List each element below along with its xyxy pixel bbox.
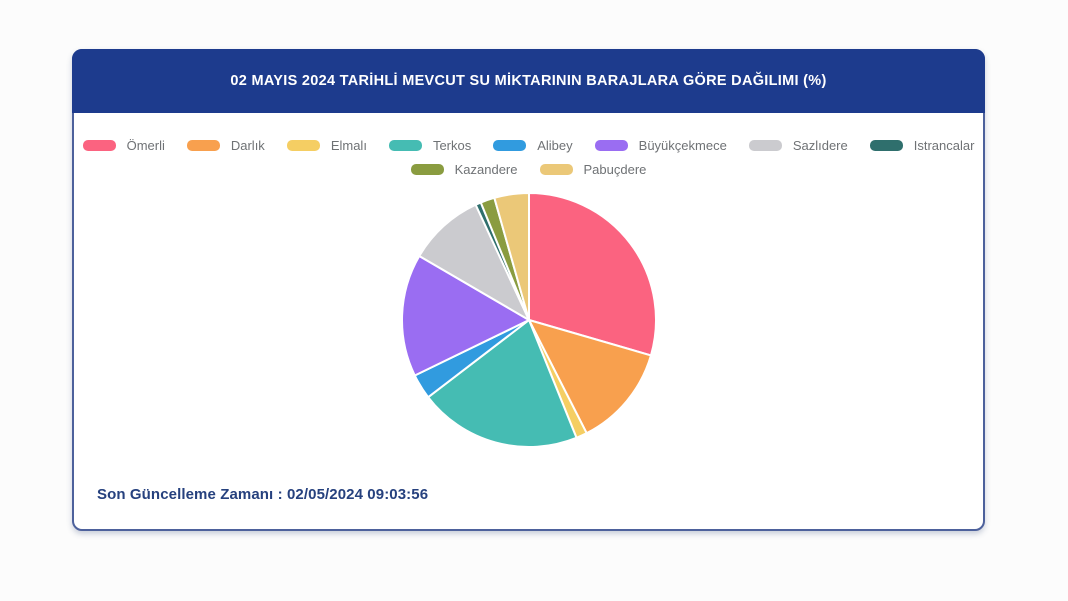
legend-label-alibey: Alibey bbox=[537, 138, 573, 153]
legend-item-terkos[interactable]: Terkos bbox=[388, 138, 472, 153]
legend-item-pabucdere[interactable]: Pabuçdere bbox=[539, 162, 647, 177]
last-update-label: Son Güncelleme Zamanı : bbox=[97, 486, 283, 503]
pie-slice-sazlidere[interactable] bbox=[417, 203, 530, 321]
legend-row-2: Kazandere Pabuçdere bbox=[400, 162, 658, 177]
legend-item-darlik[interactable]: Darlık bbox=[186, 138, 265, 153]
legend-swatch-buyukcekmece bbox=[594, 140, 628, 151]
legend-label-elmali: Elmalı bbox=[330, 138, 367, 153]
legend-item-elmali[interactable]: Elmalı bbox=[286, 138, 367, 153]
legend-swatch-kazandere bbox=[410, 164, 444, 175]
chart-title: 02 MAYIS 2024 TARİHLİ MEVCUT SU MİKTARIN… bbox=[230, 73, 827, 89]
legend-item-alibey[interactable]: Alibey bbox=[493, 138, 573, 153]
legend-label-sazlidere: Sazlıdere bbox=[792, 138, 848, 153]
chart-body: Ömerli Darlık Elmalı Terkos Alibey Büyükçekme… bbox=[74, 113, 983, 529]
last-update: Son Güncelleme Zamanı : 02/05/2024 09:03… bbox=[97, 486, 428, 503]
pie-slice-pabucdere[interactable] bbox=[492, 192, 530, 321]
legend-item-kazandere[interactable]: Kazandere bbox=[410, 162, 518, 177]
pie-wrap bbox=[394, 188, 664, 457]
legend-swatch-elmali bbox=[286, 140, 320, 151]
legend-swatch-darlik bbox=[186, 140, 220, 151]
legend-item-istrancalar[interactable]: Istrancalar bbox=[869, 138, 975, 153]
pie-slice-darlik[interactable] bbox=[527, 319, 652, 435]
legend-label-terkos: Terkos bbox=[432, 138, 472, 153]
legend-swatch-sazlidere bbox=[748, 140, 782, 151]
pie-slice-omerli[interactable] bbox=[527, 192, 657, 357]
chart-card: 02 MAYIS 2024 TARİHLİ MEVCUT SU MİKTARIN… bbox=[72, 49, 985, 531]
legend-label-buyukcekmece: Büyükçekmece bbox=[638, 138, 727, 153]
chart-title-bar: 02 MAYIS 2024 TARİHLİ MEVCUT SU MİKTARIN… bbox=[72, 49, 985, 113]
legend-label-darlik: Darlık bbox=[230, 138, 265, 153]
chart-legend: Ömerli Darlık Elmalı Terkos Alibey Büyükçekme… bbox=[72, 138, 986, 177]
last-update-value: 02/05/2024 09:03:56 bbox=[286, 486, 429, 503]
legend-item-buyukcekmece[interactable]: Büyükçekmece bbox=[594, 138, 727, 153]
legend-row-1: Ömerli Darlık Elmalı Terkos Alibey Büyükçekme… bbox=[72, 138, 986, 153]
legend-swatch-alibey bbox=[493, 140, 527, 151]
legend-label-istrancalar: Istrancalar bbox=[913, 138, 975, 153]
legend-item-omerli[interactable]: Ömerli bbox=[82, 138, 165, 153]
legend-item-sazlidere[interactable]: Sazlıdere bbox=[748, 138, 848, 153]
pie-chart bbox=[400, 192, 657, 448]
legend-swatch-pabucdere bbox=[539, 164, 573, 175]
legend-swatch-terkos bbox=[388, 140, 422, 151]
legend-label-kazandere: Kazandere bbox=[454, 162, 518, 177]
legend-label-pabucdere: Pabuçdere bbox=[583, 162, 647, 177]
legend-label-omerli: Ömerli bbox=[126, 138, 165, 153]
pie-slice-terkos[interactable] bbox=[426, 319, 577, 448]
legend-swatch-omerli bbox=[82, 140, 116, 151]
pie-slice-buyukcekmece[interactable] bbox=[400, 255, 530, 377]
legend-swatch-istrancalar bbox=[869, 140, 903, 151]
